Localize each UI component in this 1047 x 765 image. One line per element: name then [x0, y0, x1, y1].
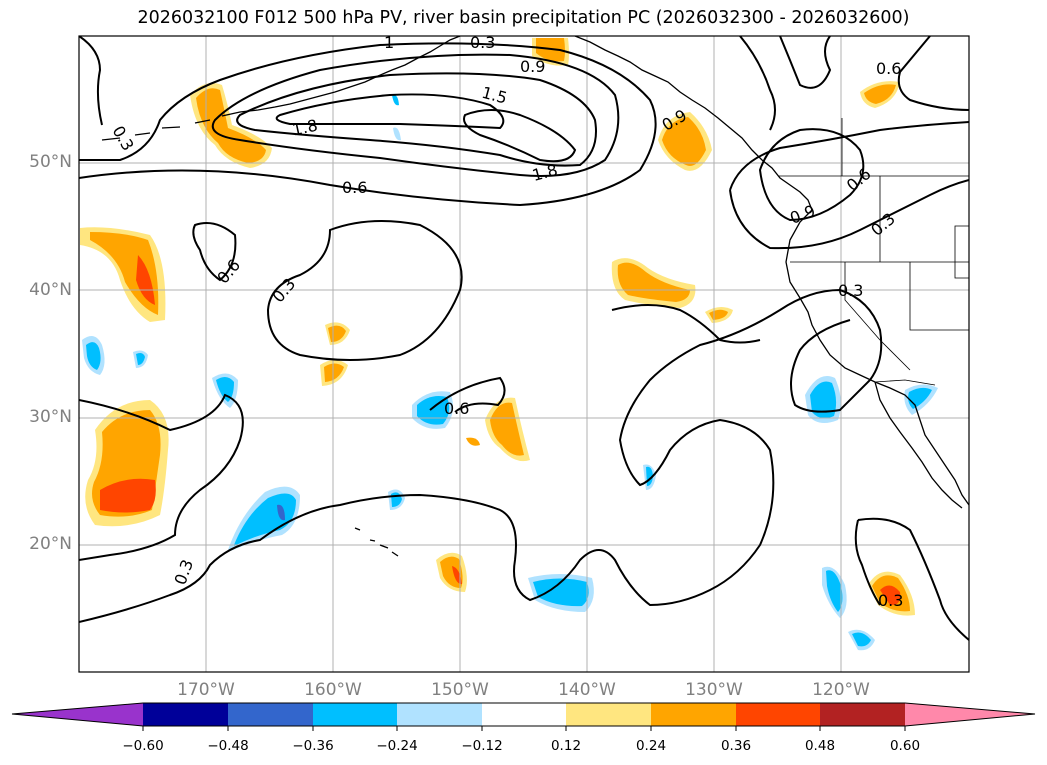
- colorbar: [11, 702, 1036, 731]
- precipitation-shading: [80, 38, 938, 651]
- precip-blob-pos: [136, 255, 155, 305]
- hawaii-islands: [354, 527, 399, 557]
- contour-label: 1.8: [290, 116, 319, 140]
- colorbar-segment: [820, 703, 905, 726]
- contour-label: 0.6: [342, 178, 367, 197]
- pv-contour-1.8: [463, 109, 577, 163]
- colorbar-tick-label: 0.48: [804, 738, 836, 754]
- lon-label-140w: 140°W: [558, 680, 616, 700]
- lon-label-130w: 130°W: [685, 680, 743, 700]
- pv-contour-1.5: [236, 72, 597, 167]
- colorbar-extend-max: [905, 703, 1035, 726]
- colorbar-segment: [566, 703, 651, 726]
- aleutian-coast: [101, 36, 461, 141]
- colorbar-segment: [313, 703, 397, 726]
- lat-label-40n: 40°N: [29, 280, 72, 300]
- precip-blob-neg: [136, 353, 145, 365]
- pv-contour-0.6: [897, 36, 969, 111]
- pv-contour-0.3: [266, 220, 463, 361]
- precip-blob-pos: [324, 363, 344, 382]
- pv-contour-0.6: [729, 121, 969, 191]
- pv-contour-0.6: [429, 376, 506, 413]
- lat-label-20n: 20°N: [29, 534, 72, 554]
- pv-contours: [79, 36, 969, 641]
- pv-contour-0.3: [739, 36, 776, 131]
- precip-blob-neg: [393, 127, 401, 141]
- colorbar-extend-min: [12, 703, 143, 726]
- precip-blob-pos: [490, 402, 524, 456]
- precip-blob-neg: [216, 376, 234, 402]
- lon-label-120w: 120°W: [812, 680, 870, 700]
- map-frame: [78, 35, 970, 673]
- colorbar-tick-label: −0.36: [292, 738, 334, 754]
- precip-blob-neg: [826, 570, 843, 612]
- colorbar-segment: [228, 703, 313, 726]
- colorbar-tick-label: 0.12: [550, 738, 582, 754]
- pv-contour-0.6: [779, 36, 832, 89]
- map-title: 2026032100 F012 500 hPa PV, river basin …: [137, 8, 910, 28]
- pv-contour-0.3: [79, 36, 103, 126]
- precip-blob-neg: [392, 94, 399, 106]
- precip-blob-pos: [617, 262, 690, 302]
- colorbar-segment: [651, 703, 736, 726]
- pv-contour-0.9: [758, 128, 865, 222]
- colorbar-segment: [736, 703, 820, 726]
- pv-contour-0.3: [729, 179, 969, 250]
- pv-contour-1.8: [275, 93, 505, 130]
- pv-contour-0.3: [79, 393, 244, 561]
- colorbar-tick-label: 0.24: [635, 738, 667, 754]
- pv-contour-0.3: [857, 517, 969, 641]
- colorbar-segment: [482, 703, 566, 726]
- contour-label: 0.6: [444, 399, 469, 418]
- lon-label-170w: 170°W: [177, 680, 235, 700]
- pv-contour-0.9: [211, 53, 620, 177]
- lon-label-150w: 150°W: [431, 680, 489, 700]
- baja-coast: [874, 381, 963, 509]
- gridlines: [79, 36, 969, 672]
- contour-label: 0.3: [878, 591, 903, 610]
- border-us-mexico: [874, 379, 936, 386]
- precip-blob-neg: [810, 381, 837, 419]
- pv-contour-0.3: [854, 519, 881, 606]
- precip-blob-neg: [533, 578, 589, 607]
- pv-contour-0.3: [79, 288, 883, 623]
- colorbar-ticks: [142, 726, 906, 731]
- colorbar-tick-label: −0.48: [207, 738, 249, 754]
- colorbar-tick-label: 0.60: [889, 738, 921, 754]
- precip-blob-pos: [196, 88, 266, 163]
- precip-blob-pos: [466, 437, 480, 446]
- precip-blob-pos: [880, 585, 901, 606]
- lat-label-30n: 30°N: [29, 407, 72, 427]
- pv-contour-0.3: [611, 304, 761, 344]
- precip-blob-pos: [864, 84, 896, 104]
- pv-contour-0.6: [192, 222, 237, 282]
- contour-label: 1: [384, 33, 394, 52]
- precip-blob-pos: [662, 117, 706, 166]
- precip-blob-neg: [86, 342, 101, 370]
- colorbar-segment: [143, 703, 228, 726]
- lat-label-50n: 50°N: [29, 152, 72, 172]
- contour-label: 0.3: [470, 33, 495, 52]
- coastlines: [101, 36, 969, 557]
- precip-blob-neg: [417, 396, 450, 425]
- precip-blob-neg: [852, 632, 871, 647]
- contour-label: 0.6: [876, 59, 901, 78]
- precip-blob-pos: [90, 232, 159, 315]
- na-west-coast: [785, 209, 969, 506]
- precip-blob-pos: [100, 478, 156, 513]
- colorbar-segment: [397, 703, 482, 726]
- colorbar-tick-label: −0.60: [122, 738, 164, 754]
- alaska-coast: [574, 36, 813, 211]
- colorbar-tick-label: −0.24: [376, 738, 418, 754]
- colorbar-tick-label: −0.12: [461, 738, 503, 754]
- pv-contour-0.6: [79, 42, 657, 207]
- contour-label: 0.3: [838, 281, 863, 300]
- precip-blob-neg: [277, 504, 285, 521]
- lon-label-160w: 160°W: [304, 680, 362, 700]
- colorbar-tick-label: 0.36: [720, 738, 752, 754]
- contour-label: 0.9: [520, 57, 545, 76]
